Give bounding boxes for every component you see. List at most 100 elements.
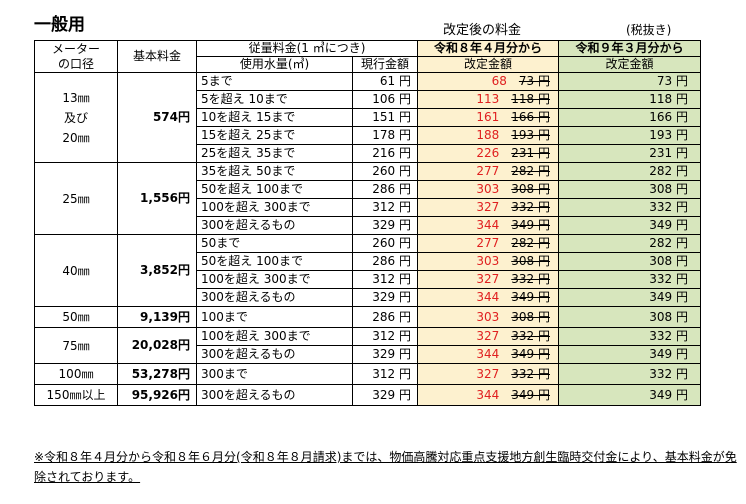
r8-price-cell: 327 332 円	[417, 363, 559, 385]
r8-struck-price: 118 円	[511, 92, 550, 106]
header-r9: 令和９年３月分から	[558, 40, 701, 57]
table-row: 50を超え 100まで 286 円 303 308 円 308 円	[35, 180, 701, 199]
r8-new-price: 303	[476, 182, 500, 196]
usage-range: 25を超え 35まで	[196, 144, 353, 163]
r8-price-cell: 344 349 円	[417, 384, 559, 406]
table-row: 300を超えるもの 329 円 344 349 円 349 円	[35, 288, 701, 307]
r8-struck-price: 308 円	[511, 309, 550, 324]
r8-price-cell: 68 73 円	[417, 72, 559, 91]
base-fee: 3,852円	[117, 234, 197, 307]
r9-price: 282 円	[558, 234, 701, 253]
r8-new-price: 113	[476, 92, 500, 106]
r8-struck-price: 73 円	[518, 74, 550, 88]
r8-new-price: 303	[476, 254, 500, 268]
revised-rates-label: 改定後の料金	[443, 23, 522, 38]
table-row: 40㎜ 3,852円 50まで 260 円 277 282 円 282 円	[34, 234, 701, 307]
meter-size: 40㎜	[34, 234, 118, 307]
r8-struck-price: 332 円	[511, 272, 550, 286]
table-row: 15を超え 25まで 178 円 188 193 円 193 円	[35, 126, 701, 145]
r8-price-cell: 327 332 円	[417, 270, 559, 289]
header-r9-sub: 改定金額	[558, 56, 701, 73]
r8-price-cell: 277 282 円	[417, 162, 559, 181]
r9-price: 332 円	[558, 327, 701, 346]
current-price: 329 円	[352, 384, 418, 406]
usage-range: 100まで	[196, 306, 353, 328]
table-row: 75㎜ 20,028円 100を超え 300まで 312 円 327 332 円 332 円	[34, 327, 701, 364]
r9-price: 349 円	[558, 288, 701, 307]
r8-struck-price: 308 円	[511, 182, 550, 196]
usage-range: 50を超え 100まで	[196, 252, 353, 271]
rate-table: メーター の口径 基本料金 従量料金(1 ㎥につき) 令和８年４月分から 令和９…	[34, 40, 701, 406]
current-price: 106 円	[352, 90, 418, 109]
current-price: 286 円	[352, 306, 418, 328]
footnote-text: ※令和８年４月分から令和８年６月分(令和８年８月請求)までは、物価高騰対応重点支…	[34, 450, 737, 484]
meter-size: 75㎜	[34, 327, 118, 364]
current-price: 329 円	[352, 345, 418, 364]
current-price: 312 円	[352, 270, 418, 289]
base-fee: 574円	[117, 72, 197, 163]
r8-struck-price: 349 円	[511, 290, 550, 304]
r8-new-price: 327	[476, 329, 500, 343]
current-price: 61 円	[352, 72, 418, 91]
r9-price: 73 円	[558, 72, 701, 91]
tax-excluded-label: (税抜き)	[626, 23, 672, 37]
footnote: ※令和８年４月分から令和８年６月分(令和８年８月請求)までは、物価高騰対応重点支…	[34, 447, 744, 487]
header-r8: 令和８年４月分から	[417, 40, 559, 57]
current-price: 312 円	[352, 327, 418, 346]
r9-price: 193 円	[558, 126, 701, 145]
current-price: 286 円	[352, 180, 418, 199]
usage-range: 300を超えるもの	[196, 345, 353, 364]
current-price: 312 円	[352, 363, 418, 385]
rate-table-body: 13㎜ 及び 20㎜ 574円 5まで 61 円 68 73 円 73 円 5を超え 10まで…	[34, 72, 701, 406]
base-fee: 95,926円	[117, 384, 197, 406]
usage-range: 100を超え 300まで	[196, 327, 353, 346]
table-row: 100㎜ 53,278円 300まで 312 円 327 332 円 332 円	[34, 363, 701, 385]
current-price: 329 円	[352, 288, 418, 307]
r9-price: 349 円	[558, 216, 701, 235]
r8-struck-price: 349 円	[511, 387, 550, 402]
r8-new-price: 277	[476, 164, 500, 178]
r9-price: 166 円	[558, 108, 701, 127]
r8-new-price: 188	[476, 128, 500, 142]
meter-size: 50㎜	[34, 306, 118, 328]
r8-struck-price: 332 円	[511, 329, 550, 343]
r8-new-price: 327	[476, 200, 500, 214]
meter-size: 25㎜	[34, 162, 118, 235]
usage-range: 300を超えるもの	[196, 384, 353, 406]
current-price: 329 円	[352, 216, 418, 235]
r8-struck-price: 193 円	[511, 128, 550, 142]
r9-price: 118 円	[558, 90, 701, 109]
r9-price: 308 円	[558, 252, 701, 271]
r8-new-price: 327	[476, 366, 500, 381]
current-price: 312 円	[352, 198, 418, 217]
table-row: 150㎜以上 95,926円 300を超えるもの 329 円 344 349 円 349 円	[34, 384, 701, 406]
r9-price: 332 円	[558, 270, 701, 289]
r8-new-price: 303	[476, 309, 500, 324]
usage-range: 15を超え 25まで	[196, 126, 353, 145]
current-price: 260 円	[352, 162, 418, 181]
usage-range: 300を超えるもの	[196, 216, 353, 235]
table-row: 300を超えるもの 329 円 344 349 円 349 円	[35, 345, 701, 364]
meter-size: 100㎜	[34, 363, 118, 385]
r8-struck-price: 332 円	[511, 366, 550, 381]
table-row: 25を超え 35まで 216 円 226 231 円 231 円	[35, 144, 701, 163]
r8-new-price: 344	[476, 387, 500, 402]
table-row: 5を超え 10まで 106 円 113 118 円 118 円	[35, 90, 701, 109]
usage-range: 100を超え 300まで	[196, 270, 353, 289]
r8-new-price: 161	[476, 110, 500, 124]
r8-new-price: 226	[476, 146, 500, 160]
r8-price-cell: 344 349 円	[417, 216, 559, 235]
table-row: 25㎜ 1,556円 35を超え 50まで 260 円 277 282 円 282 円	[34, 162, 701, 235]
r8-price-cell: 344 349 円	[417, 345, 559, 364]
r8-new-price: 344	[476, 347, 500, 361]
header-usage: 使用水量(㎥)	[196, 56, 353, 73]
r8-struck-price: 332 円	[511, 200, 550, 214]
meter-size: 150㎜以上	[34, 384, 118, 406]
r8-new-price: 277	[476, 236, 500, 250]
usage-range: 300まで	[196, 363, 353, 385]
current-price: 260 円	[352, 234, 418, 253]
current-price: 286 円	[352, 252, 418, 271]
usage-range: 5を超え 10まで	[196, 90, 353, 109]
r8-price-cell: 344 349 円	[417, 288, 559, 307]
r8-new-price: 68	[491, 74, 507, 88]
